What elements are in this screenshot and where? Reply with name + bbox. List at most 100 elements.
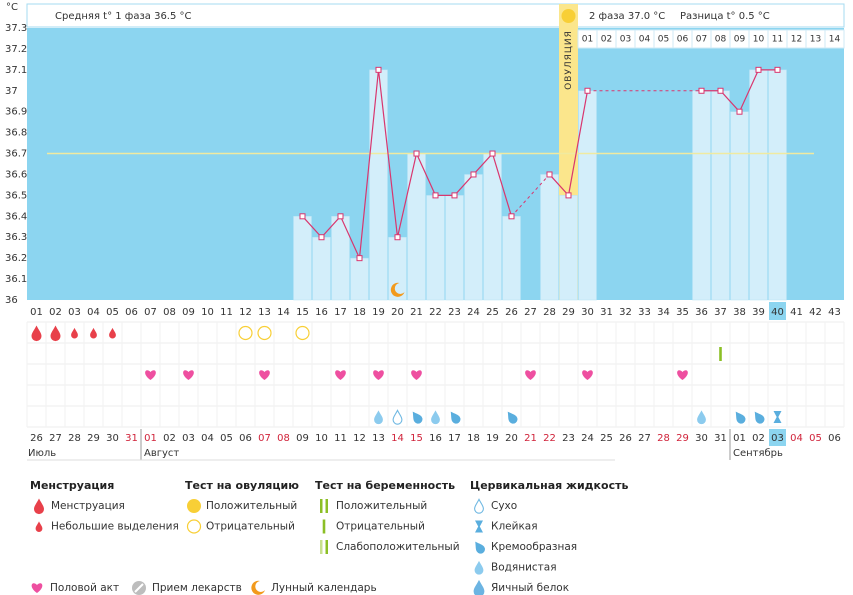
difference: Разница t° 0.5 °C <box>680 11 770 22</box>
cycle-day: 18 <box>353 307 366 318</box>
cycle-day: 11 <box>220 307 233 318</box>
date: 29 <box>87 433 100 444</box>
date: 21 <box>524 433 537 444</box>
icon-creamy <box>507 411 518 424</box>
y-tick-label: 36 <box>5 295 18 306</box>
date: 23 <box>562 433 575 444</box>
temperature-point <box>565 192 572 199</box>
legend-item: Отрицательный <box>206 521 295 533</box>
cycle-day: 32 <box>619 307 632 318</box>
temperature-point <box>546 171 553 178</box>
legend-item: Небольшие выделения <box>51 521 179 533</box>
temperature-point <box>432 192 439 199</box>
date: 01 <box>733 433 746 444</box>
post-ovulation-day: 02 <box>601 35 612 45</box>
cycle-day: 15 <box>296 307 309 318</box>
icon-ovu_positive <box>187 499 201 513</box>
icon-preg_positive <box>320 499 328 513</box>
cycle-day: 37 <box>714 307 727 318</box>
date: 30 <box>106 433 119 444</box>
icon-part <box>295 325 310 341</box>
icon-part <box>251 580 265 595</box>
cycle-day: 04 <box>87 307 100 318</box>
icon-part <box>773 411 782 423</box>
y-axis-label: °C <box>6 2 18 13</box>
cycle-day: 34 <box>657 307 670 318</box>
cycle-day: 16 <box>315 307 328 318</box>
icon-preg_negative <box>322 519 326 534</box>
icon-ovu_negative <box>257 325 272 341</box>
phase1: Средняя t° 1 фаза 36.5 °C <box>55 11 192 22</box>
y-tick-label: 36.1 <box>5 274 27 285</box>
icon-part <box>322 519 326 534</box>
icon-dry <box>474 498 484 514</box>
temperature-point <box>717 87 724 94</box>
icon-part <box>475 520 483 533</box>
date: 12 <box>353 433 366 444</box>
cycle-day: 30 <box>581 307 594 318</box>
icon-part <box>374 410 383 425</box>
icon-creamy <box>412 411 423 424</box>
temperature-bar <box>407 153 426 301</box>
icon-part <box>412 411 423 424</box>
icon-part <box>186 519 202 534</box>
post-ovulation-day: 13 <box>810 35 821 45</box>
temperature-point <box>698 87 705 94</box>
icon-preg_weak <box>320 540 328 554</box>
date: 01 <box>144 433 157 444</box>
cycle-day: 38 <box>733 307 746 318</box>
cycle-day: 39 <box>752 307 765 318</box>
temperature-point <box>489 150 496 157</box>
y-tick-label: 37.3 <box>5 23 27 34</box>
icon-light <box>90 327 97 339</box>
post-ovulation-day: 01 <box>582 35 593 45</box>
temperature-point <box>584 87 591 94</box>
icon-part <box>677 370 688 380</box>
today-highlight <box>769 302 786 320</box>
legend-item: Сухо <box>491 500 517 512</box>
cycle-day: 17 <box>334 307 347 318</box>
cycle-day: 19 <box>372 307 385 318</box>
icon-part <box>719 347 722 361</box>
icon-part <box>525 370 536 380</box>
temperature-bar <box>350 257 369 301</box>
icon-watery <box>374 410 383 425</box>
date: 19 <box>486 433 499 444</box>
date: 16 <box>429 433 442 444</box>
icon-ovu_negative <box>238 325 253 341</box>
month-label: Август <box>144 448 179 459</box>
icon-ovu_negative <box>186 519 202 534</box>
cycle-day: 28 <box>543 307 556 318</box>
icon-part <box>335 370 346 380</box>
icon-part <box>238 325 253 341</box>
temperature-bar <box>692 90 711 301</box>
icon-heart <box>677 370 688 380</box>
icon-part <box>320 540 323 554</box>
temperature-point <box>299 213 306 220</box>
temperature-bar <box>464 174 483 301</box>
icon-creamy <box>735 411 746 424</box>
date: 31 <box>714 433 727 444</box>
icon-sticky <box>475 520 483 533</box>
icon-part <box>431 410 440 425</box>
legend-item: Слабоположительный <box>336 541 460 553</box>
temperature-point <box>356 255 363 262</box>
today-date-highlight <box>769 429 786 446</box>
legend-item: Кремообразная <box>491 541 577 553</box>
date: 10 <box>315 433 328 444</box>
month-label: Июль <box>28 448 56 459</box>
date: 25 <box>600 433 613 444</box>
icon-part <box>325 499 328 513</box>
post-ovulation-day: 07 <box>696 35 707 45</box>
icon-part <box>259 370 270 380</box>
cycle-day: 36 <box>695 307 708 318</box>
temperature-point <box>337 213 344 220</box>
y-tick-label: 36.9 <box>5 107 27 118</box>
date: 28 <box>657 433 670 444</box>
legend-title: Тест на овуляцию <box>185 479 299 492</box>
cycle-day: 25 <box>486 307 499 318</box>
icon-ovu_negative <box>295 325 310 341</box>
temperature-point <box>318 234 325 241</box>
icon-light <box>71 327 78 339</box>
